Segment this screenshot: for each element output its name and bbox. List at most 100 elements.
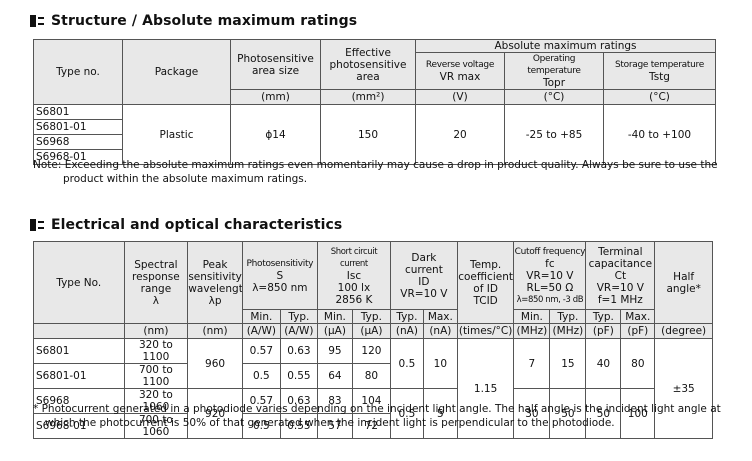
peak-cell: 960 xyxy=(187,338,243,389)
unit-na: (nA) xyxy=(389,323,424,339)
header-min: Min. xyxy=(513,309,551,324)
unit-storage-temp: (°C) xyxy=(603,89,716,105)
ct-max-cell: 100 xyxy=(620,388,656,439)
dark-typ-cell: 0.5 xyxy=(389,388,424,439)
unit-na: (nA) xyxy=(422,323,458,339)
temp-coef-cell: 1.15 xyxy=(456,338,515,439)
spectral-cell: 320 to 1060 xyxy=(123,388,189,414)
ct-max-cell: 80 xyxy=(620,338,656,389)
s-typ-cell: 0.55 xyxy=(279,363,318,389)
isc-typ-cell: 80 xyxy=(351,363,391,389)
type-cell: S6968-01 xyxy=(33,413,125,439)
section-bullet-icon xyxy=(30,14,44,28)
note-line: product within the absolute maximum rati… xyxy=(63,173,308,185)
type-cell: S6801 xyxy=(33,338,125,364)
section-title: Structure / Absolute maximum ratings xyxy=(51,13,358,29)
s-typ-cell: 0.55 xyxy=(279,413,318,439)
isc-typ-cell: 104 xyxy=(351,388,391,414)
spectral-cell: 700 to 1060 xyxy=(123,413,189,439)
type-cell: S6968 xyxy=(33,134,123,150)
isc-typ-cell: 120 xyxy=(351,338,391,364)
reverse-voltage-cell: 20 xyxy=(415,104,505,165)
unit-pf: (pF) xyxy=(585,323,622,339)
spectral-cell: 700 to 1100 xyxy=(123,363,189,389)
fc-typ-cell: 50 xyxy=(549,388,587,439)
header-storage-temp: Storage temperature Tstg xyxy=(603,52,716,90)
unit-temp-coef: (times/°C) xyxy=(456,323,515,339)
unit-mhz: (MHz) xyxy=(513,323,551,339)
header-peak-wavelength: Peak sensitivity wavelengthλp xyxy=(187,241,243,324)
dark-max-cell: 10 xyxy=(422,338,458,389)
unit-spectral: (nm) xyxy=(123,323,189,339)
header-typ: Typ. xyxy=(549,309,587,324)
note-line: Note: Exceeding the absolute maximum rat… xyxy=(33,159,718,171)
type-cell: S6801 xyxy=(33,104,123,120)
type-cell: S6968-01 xyxy=(33,149,123,165)
half-angle-cell: ±35 xyxy=(654,338,713,439)
ct-typ-cell: 50 xyxy=(585,388,622,439)
area-size-cell: ϕ14 xyxy=(230,104,321,165)
unit-pf: (pF) xyxy=(620,323,656,339)
unit-reverse-voltage: (V) xyxy=(415,89,505,105)
absolute-max-note: Note: Exceeding the absolute maximum rat… xyxy=(33,158,723,186)
s-min-cell: 0.5 xyxy=(241,363,281,389)
unit-aw: (A/W) xyxy=(241,323,281,339)
unit-degree: (degree) xyxy=(654,323,713,339)
fc-min-cell: 30 xyxy=(513,388,551,439)
footnote-line: which the photocurrent is 50% of that ge… xyxy=(45,417,615,429)
header-package: Package xyxy=(122,39,231,105)
header-typ: Typ. xyxy=(585,309,622,324)
structure-ratings-table: Type no. Package Photosensitive area siz… xyxy=(33,39,716,165)
unit-effective-area: (mm²) xyxy=(320,89,416,105)
header-short-circuit: Short circuit current Isc 100 lx 2856 K xyxy=(316,241,391,310)
unit-type-blank xyxy=(33,323,125,339)
header-abs-max: Absolute maximum ratings xyxy=(415,39,716,53)
operating-temp-cell: -25 to +85 xyxy=(504,104,604,165)
header-typ: Typ. xyxy=(351,309,391,324)
header-half-angle: Half angle* xyxy=(654,241,713,324)
header-reverse-voltage: Reverse voltage VR max xyxy=(415,52,505,90)
header-typ: Typ. xyxy=(279,309,318,324)
header-temp-coefficient: Temp. coefficient of ID TCID xyxy=(456,241,515,324)
package-cell: Plastic xyxy=(122,104,231,165)
unit-operating-temp: (°C) xyxy=(504,89,604,105)
type-cell: S6801-01 xyxy=(33,363,125,389)
fc-typ-cell: 15 xyxy=(549,338,587,389)
unit-peak: (nm) xyxy=(187,323,243,339)
footnote-line: * Photocurrent generated in a photodiode… xyxy=(33,403,721,415)
peak-cell: 920 xyxy=(187,388,243,439)
s-min-cell: 0.5 xyxy=(241,413,281,439)
isc-typ-cell: 72 xyxy=(351,413,391,439)
dark-max-cell: 5 xyxy=(422,388,458,439)
unit-ua: (μA) xyxy=(351,323,391,339)
header-operating-temp: Operating temperature Topr xyxy=(504,52,604,90)
section-bullet-icon xyxy=(30,218,44,232)
type-cell: S6801-01 xyxy=(33,119,123,135)
header-type-no: Type No. xyxy=(33,241,125,324)
s-typ-cell: 0.63 xyxy=(279,338,318,364)
unit-mhz: (MHz) xyxy=(549,323,587,339)
s-min-cell: 0.57 xyxy=(241,338,281,364)
unit-area-size: (mm) xyxy=(230,89,321,105)
unit-aw: (A/W) xyxy=(279,323,318,339)
header-effective-area: Effective photosensitive area xyxy=(320,39,416,90)
ct-typ-cell: 40 xyxy=(585,338,622,389)
spectral-cell: 320 to 1100 xyxy=(123,338,189,364)
header-type-no: Type no. xyxy=(33,39,123,105)
header-max: Max. xyxy=(620,309,656,324)
header-typ: Typ. xyxy=(389,309,424,324)
unit-ua: (μA) xyxy=(316,323,353,339)
s-typ-cell: 0.63 xyxy=(279,388,318,414)
header-max: Max. xyxy=(422,309,458,324)
type-cell: S6968 xyxy=(33,388,125,414)
storage-temp-cell: -40 to +100 xyxy=(603,104,716,165)
header-min: Min. xyxy=(241,309,281,324)
half-angle-footnote: * Photocurrent generated in a photodiode… xyxy=(33,402,723,430)
header-dark-current: Dark current ID VR=10 V xyxy=(389,241,458,310)
isc-min-cell: 95 xyxy=(316,338,353,364)
isc-min-cell: 64 xyxy=(316,363,353,389)
section-title: Electrical and optical characteristics xyxy=(51,217,343,233)
